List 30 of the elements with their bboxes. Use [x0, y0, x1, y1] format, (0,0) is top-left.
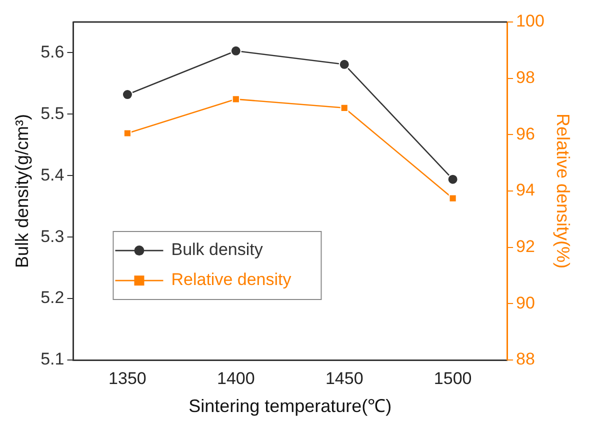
point — [122, 89, 133, 100]
y2-tick-label: 88 — [516, 350, 535, 369]
y-tick-label: 5.6 — [40, 42, 64, 62]
y-tick-label: 5.4 — [40, 165, 64, 184]
x-tick-label: 1400 — [216, 368, 255, 388]
point — [232, 95, 240, 104]
y-tick-label: 5.2 — [40, 288, 64, 308]
legend-label: Relative density — [171, 270, 292, 290]
y2-tick-label: 98 — [516, 68, 535, 88]
y-axis-title: Bulk density(g/cm³) — [12, 114, 32, 268]
point — [447, 174, 458, 185]
x-tick-label: 1350 — [108, 368, 146, 388]
x-tick-label: 1500 — [434, 368, 472, 388]
y-tick-label: 5.5 — [40, 104, 64, 123]
point — [448, 194, 457, 202]
legend-label: Bulk density — [171, 240, 264, 260]
y2-tick-label: 90 — [516, 293, 535, 312]
y2-axis-title: Relative density(%) — [553, 113, 574, 269]
x-axis-title: Sintering temperature(℃) — [188, 396, 392, 416]
point — [338, 58, 350, 70]
y2-tick-label: 92 — [516, 237, 535, 256]
y2-tick-label: 96 — [516, 124, 535, 144]
x-tick-label: 1450 — [325, 368, 364, 388]
y-tick-label: 5.3 — [40, 226, 64, 246]
point — [230, 45, 242, 56]
point — [123, 129, 132, 138]
point — [340, 104, 348, 112]
y2-tick-label: 100 — [516, 12, 544, 31]
y-tick-label: 5.1 — [40, 350, 64, 369]
y2-tick-label: 94 — [516, 180, 535, 200]
